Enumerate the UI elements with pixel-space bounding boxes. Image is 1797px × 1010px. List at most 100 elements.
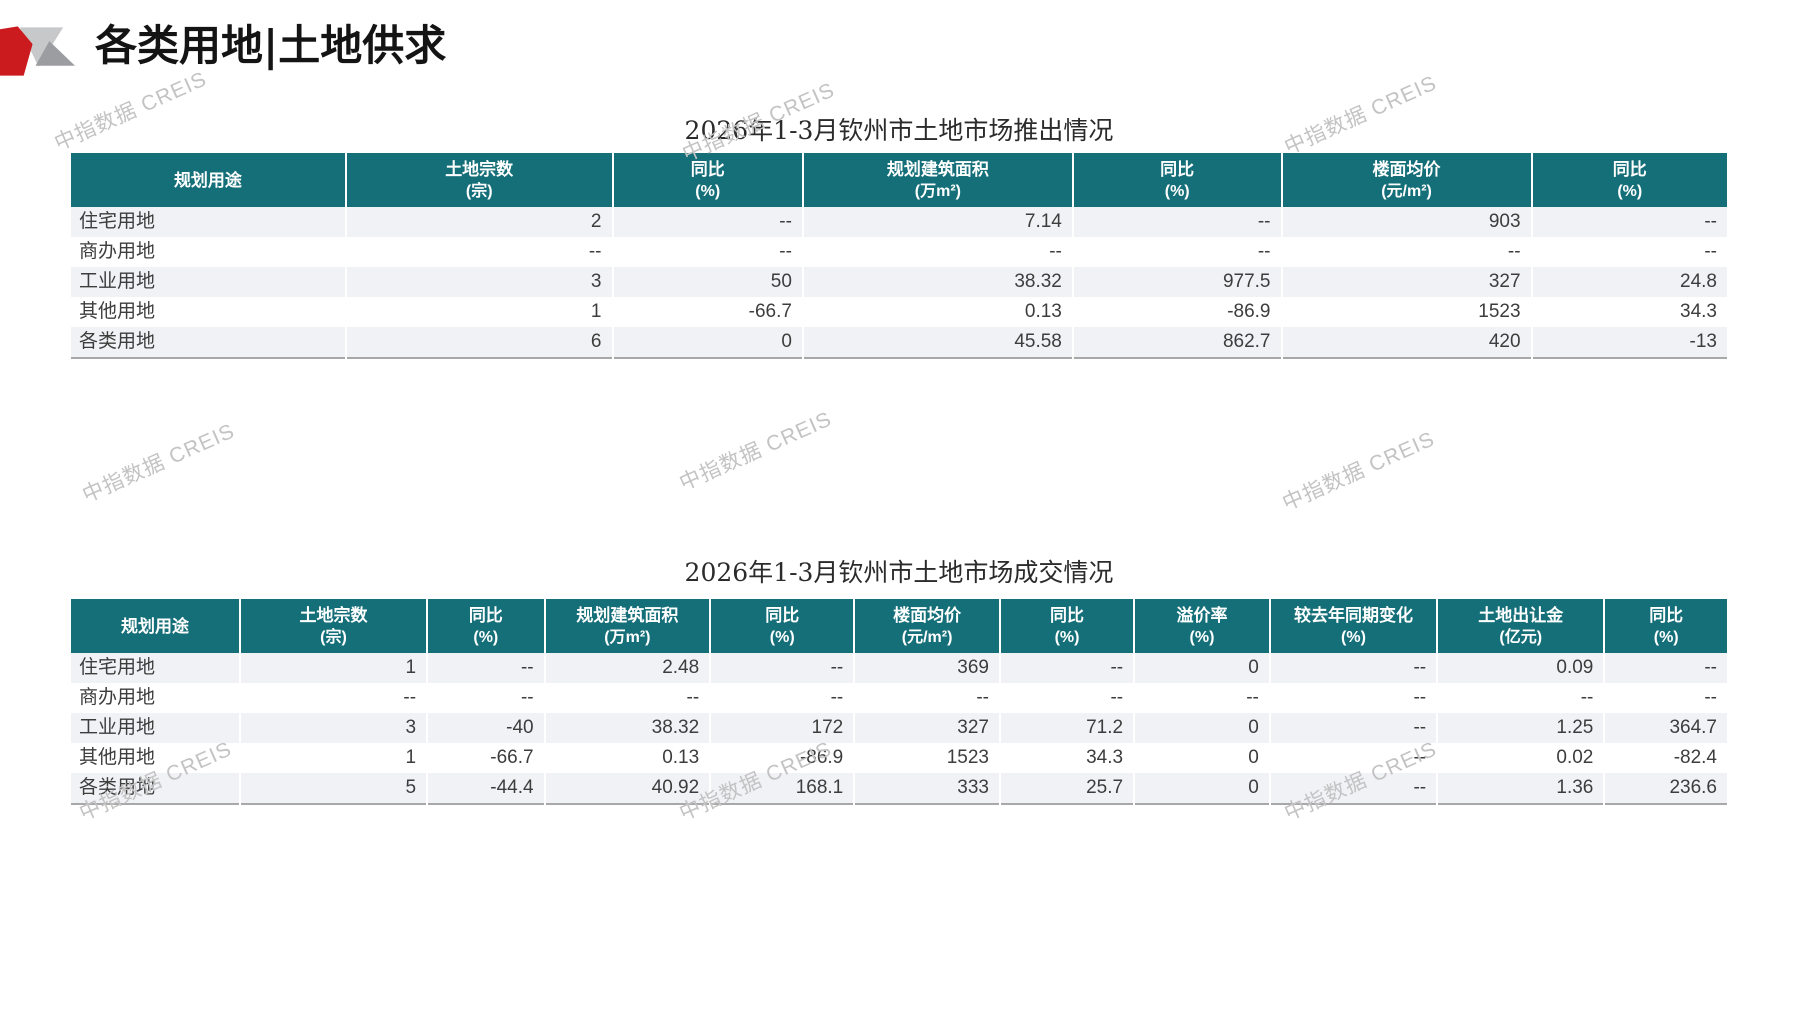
value-cell: --	[1071, 237, 1282, 267]
row-label-cell: 各类用地	[79, 777, 156, 798]
column-unit: (亿元)	[1499, 629, 1543, 646]
column-header: 规划用途	[71, 153, 346, 207]
column-unit: (%)	[1189, 629, 1215, 646]
value-cell: --	[611, 207, 803, 237]
value-cell: --	[426, 683, 545, 713]
column-label: 土地出让金	[1478, 606, 1564, 625]
column-unit: (%)	[473, 629, 499, 646]
value-cell: --	[1530, 207, 1727, 237]
value-cell: --	[1280, 237, 1532, 267]
value-cell: --	[998, 653, 1135, 683]
value-cell: -13	[1530, 327, 1727, 358]
column-header: 规划建筑面积 (万m²)	[801, 153, 1073, 207]
header-row: 规划用途 土地宗数 (宗) 同比 (%) 规划建筑面积 (万m²) 同比 (%) 楼面均价 (元/m…	[71, 599, 1727, 653]
value-cell: --	[1268, 683, 1438, 713]
column-unit: (%)	[769, 629, 795, 646]
value-cell: 38.32	[543, 713, 711, 743]
row-label-cell: 工业用地	[79, 717, 156, 738]
value-cell: --	[998, 683, 1135, 713]
supply-table-title: 2026年1-3月钦州市土地市场推出情况	[684, 116, 1114, 145]
header-row: 规划用途 土地宗数 (宗) 同比 (%) 规划建筑面积 (万m²) 同比 (%) 楼面均价 (元/m…	[71, 153, 1727, 207]
column-label: 同比	[1612, 160, 1647, 179]
row-label-cell: 各类用地	[79, 331, 156, 352]
value-cell: --	[1268, 743, 1438, 773]
table-row: 住宅用地 2 -- 7.14 -- 903 --	[71, 207, 1727, 237]
value-cell: 1	[344, 297, 613, 327]
value-cell: 364.7	[1603, 713, 1727, 743]
value-cell: 0.09	[1436, 653, 1605, 683]
value-cell: 327	[1280, 267, 1532, 297]
value-cell: 0	[1133, 773, 1270, 804]
value-cell: --	[1530, 237, 1727, 267]
value-cell: --	[1603, 683, 1727, 713]
column-header: 楼面均价 (元/m²)	[1280, 153, 1532, 207]
value-cell: 168.1	[709, 773, 855, 804]
value-cell: 1.25	[1436, 713, 1605, 743]
table-row: 其他用地 1 -66.7 0.13 -86.9 1523 34.3 0 -- 0.02 -82.4	[71, 743, 1727, 773]
value-cell: 333	[853, 773, 1000, 804]
table-row: 工业用地 3 50 38.32 977.5 327 24.8	[71, 267, 1727, 297]
column-label: 楼面均价	[893, 606, 962, 625]
page-header: 各类用地|土地供求	[0, 0, 1797, 90]
column-unit: (万m²)	[914, 183, 961, 200]
value-cell: 34.3	[998, 743, 1135, 773]
value-cell: --	[344, 237, 613, 267]
value-cell: 25.7	[998, 773, 1135, 804]
value-cell: 2.48	[543, 653, 711, 683]
table-row: 商办用地 -- -- -- -- -- --	[71, 237, 1727, 267]
value-cell: 5	[238, 773, 428, 804]
column-header: 土地宗数 (宗)	[344, 153, 613, 207]
column-header: 规划用途	[71, 599, 240, 653]
column-label: 同比	[765, 606, 800, 625]
value-cell: 0.13	[801, 297, 1073, 327]
column-label: 溢价率	[1176, 606, 1228, 625]
column-header: 同比 (%)	[426, 599, 545, 653]
column-unit: (宗)	[320, 629, 347, 646]
column-header: 同比 (%)	[1603, 599, 1727, 653]
value-cell: 420	[1280, 327, 1532, 358]
value-cell: --	[1436, 683, 1605, 713]
value-cell: 172	[709, 713, 855, 743]
column-unit: (%)	[1653, 629, 1679, 646]
value-cell: --	[709, 683, 855, 713]
column-label: 规划建筑面积	[886, 160, 989, 179]
value-cell: 0.13	[543, 743, 711, 773]
value-cell: -82.4	[1603, 743, 1727, 773]
value-cell: 45.58	[801, 327, 1073, 358]
column-unit: (%)	[1617, 183, 1643, 200]
value-cell: 50	[611, 267, 803, 297]
column-label: 楼面均价	[1372, 160, 1441, 179]
column-unit: (%)	[695, 183, 721, 200]
value-cell: 1523	[1280, 297, 1532, 327]
column-unit: (元/m²)	[901, 629, 953, 646]
value-cell: -40	[426, 713, 545, 743]
table-row: 各类用地 5 -44.4 40.92 168.1 333 25.7 0 -- 1.36 236.6	[71, 773, 1727, 804]
column-header: 土地宗数 (宗)	[238, 599, 428, 653]
column-header: 同比 (%)	[709, 599, 855, 653]
column-header: 同比 (%)	[1071, 153, 1282, 207]
value-cell: 862.7	[1071, 327, 1282, 358]
column-label: 规划建筑面积	[576, 606, 679, 625]
value-cell: 1	[238, 653, 428, 683]
value-cell: 369	[853, 653, 1000, 683]
land-transaction-section: 2026年1-3月钦州市土地市场成交情况 规划用途 土地宗数 (宗) 同比 (%) 规划建…	[71, 544, 1727, 805]
value-cell: 7.14	[801, 207, 1073, 237]
row-label-cell: 商办用地	[79, 241, 156, 262]
column-label: 土地宗数	[299, 606, 368, 625]
row-label-cell: 住宅用地	[79, 211, 156, 232]
value-cell: 24.8	[1530, 267, 1727, 297]
column-header: 较去年同期变化 (%)	[1268, 599, 1438, 653]
column-header: 同比 (%)	[998, 599, 1135, 653]
row-label-cell: 商办用地	[79, 687, 156, 708]
value-cell: 1	[238, 743, 428, 773]
land-supply-section: 2026年1-3月钦州市土地市场推出情况 规划用途 土地宗数 (宗) 同比 (%) 规划建…	[71, 112, 1727, 359]
column-header: 楼面均价 (元/m²)	[853, 599, 1000, 653]
creis-logo-icon	[0, 26, 75, 76]
value-cell: 1523	[853, 743, 1000, 773]
value-cell: -86.9	[1071, 297, 1282, 327]
row-label-cell: 工业用地	[79, 271, 156, 292]
column-header: 土地出让金 (亿元)	[1436, 599, 1605, 653]
value-cell: 38.32	[801, 267, 1073, 297]
column-label: 土地宗数	[445, 160, 514, 179]
value-cell: --	[426, 653, 545, 683]
